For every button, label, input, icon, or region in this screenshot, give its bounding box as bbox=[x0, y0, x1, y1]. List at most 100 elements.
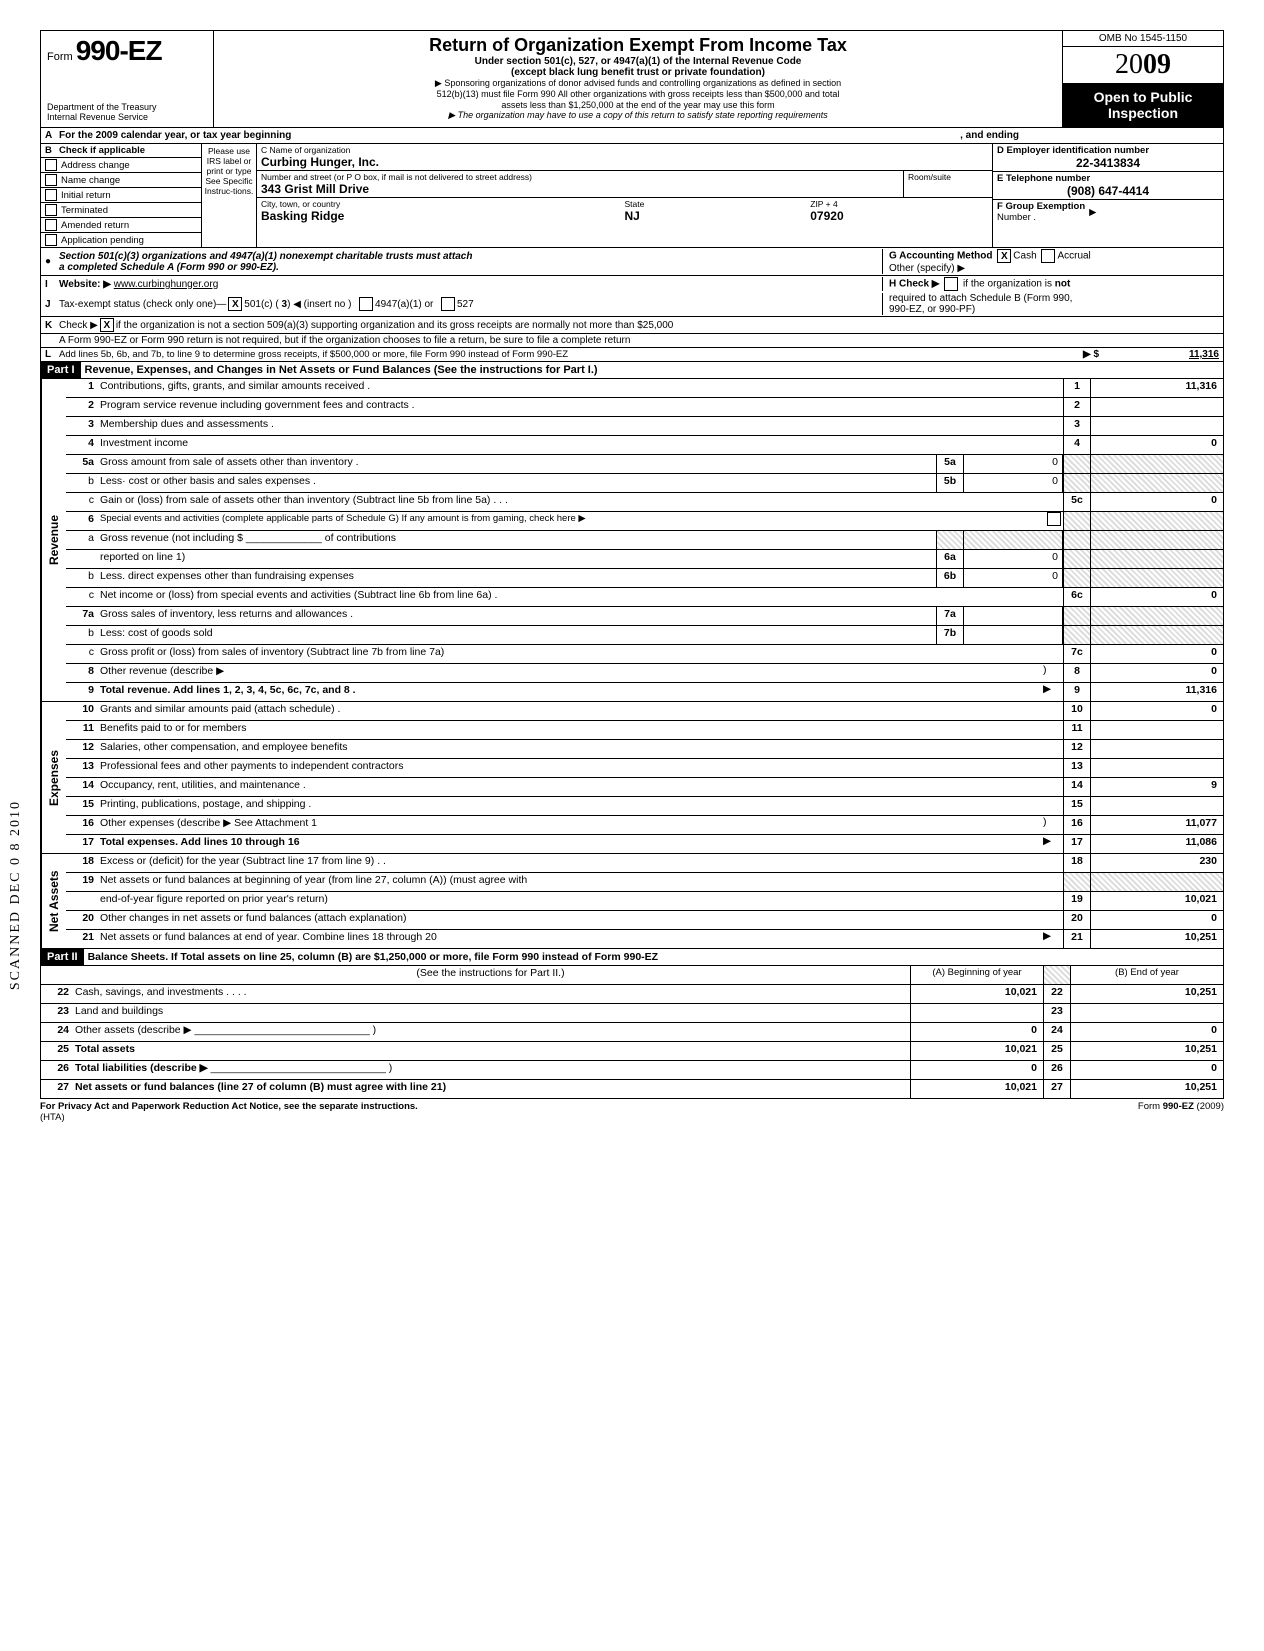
h-not: not bbox=[1055, 279, 1071, 290]
lbl-amended: Amended return bbox=[61, 220, 129, 231]
col-a-header: (A) Beginning of year bbox=[910, 966, 1043, 984]
bullet-text1: Section 501(c)(3) organizations and 4947… bbox=[59, 251, 472, 262]
l12-desc: Salaries, other compensation, and employ… bbox=[96, 740, 1063, 758]
l6c-desc: Net income or (loss) from special events… bbox=[96, 588, 1063, 606]
l9-desc: Total revenue. Add lines 1, 2, 3, 4, 5c,… bbox=[100, 684, 356, 696]
h-txt1: if the organization is bbox=[963, 279, 1052, 290]
l25-b: 10,251 bbox=[1070, 1042, 1223, 1060]
l5b-desc: Less· cost or other basis and sales expe… bbox=[96, 474, 936, 492]
l-value: 11,316 bbox=[1099, 349, 1219, 360]
chk-name-change[interactable] bbox=[45, 174, 57, 186]
form-label: Form bbox=[47, 51, 73, 63]
l6a-desc: Gross revenue (not including $ _________… bbox=[100, 532, 396, 544]
k-body2: A Form 990-EZ or Form 990 return is not … bbox=[59, 335, 630, 346]
part2-header: Part II bbox=[41, 949, 84, 965]
l5b-mv: 0 bbox=[964, 474, 1063, 492]
l27-desc: Net assets or fund balances (line 27 of … bbox=[75, 1081, 446, 1093]
l19-desc2: end-of-year figure reported on prior yea… bbox=[96, 892, 1063, 910]
l10-desc: Grants and similar amounts paid (attach … bbox=[96, 702, 1063, 720]
l18-val: 230 bbox=[1090, 854, 1223, 872]
ein-value: 22-3413834 bbox=[997, 156, 1219, 170]
side-net-assets: Net Assets bbox=[41, 854, 66, 948]
chk-accrual[interactable] bbox=[1041, 249, 1055, 263]
h-label: H Check ▶ bbox=[889, 279, 939, 290]
l21-desc: Net assets or fund balances at end of ye… bbox=[96, 930, 1043, 948]
l9-val: 11,316 bbox=[1090, 683, 1223, 701]
l26-a: 0 bbox=[910, 1061, 1043, 1079]
chk-initial-return[interactable] bbox=[45, 189, 57, 201]
street-value: 343 Grist Mill Drive bbox=[261, 182, 899, 196]
k-body: if the organization is not a section 509… bbox=[116, 320, 674, 331]
form-title: Return of Organization Exempt From Incom… bbox=[222, 35, 1054, 56]
l8-val: 0 bbox=[1090, 664, 1223, 682]
chk-app-pending[interactable] bbox=[45, 234, 57, 246]
l1-desc: Contributions, gifts, grants, and simila… bbox=[96, 379, 1063, 397]
l12-val bbox=[1090, 740, 1223, 758]
l7a-desc: Gross sales of inventory, less returns a… bbox=[96, 607, 936, 625]
l20-desc: Other changes in net assets or fund bala… bbox=[96, 911, 1063, 929]
l15-val bbox=[1090, 797, 1223, 815]
l24-a: 0 bbox=[910, 1023, 1043, 1041]
sponsor-line4: ▶ The organization may have to use a cop… bbox=[222, 110, 1054, 121]
dept-irs: Internal Revenue Service bbox=[47, 113, 207, 123]
form-990ez: Form 990-EZ Department of the Treasury I… bbox=[40, 30, 1224, 1099]
l11-desc: Benefits paid to or for members bbox=[96, 721, 1063, 739]
chk-h[interactable] bbox=[944, 277, 958, 291]
col-b-header: (B) End of year bbox=[1070, 966, 1223, 984]
l7c-val: 0 bbox=[1090, 645, 1223, 663]
l18-desc: Excess or (deficit) for the year (Subtra… bbox=[96, 854, 1063, 872]
g-other: Other (specify) ▶ bbox=[889, 263, 965, 274]
part2-instr: (See the instructions for Part II.) bbox=[71, 966, 910, 984]
website-label: Website: ▶ bbox=[59, 279, 111, 290]
tax-year: 2009 bbox=[1063, 47, 1223, 83]
l4-val: 0 bbox=[1090, 436, 1223, 454]
lbl-terminated: Terminated bbox=[61, 205, 108, 216]
g-label: G Accounting Method bbox=[889, 251, 993, 262]
l22-b: 10,251 bbox=[1070, 985, 1223, 1003]
chk-terminated[interactable] bbox=[45, 204, 57, 216]
lbl-accrual: Accrual bbox=[1057, 251, 1090, 262]
l3-val bbox=[1090, 417, 1223, 435]
l19-desc: Net assets or fund balances at beginning… bbox=[96, 873, 1063, 891]
chk-527[interactable] bbox=[441, 297, 455, 311]
state-value: NJ bbox=[625, 209, 803, 223]
chk-amended[interactable] bbox=[45, 219, 57, 231]
l6a-desc2: reported on line 1) bbox=[96, 550, 936, 568]
part1-header: Part I bbox=[41, 362, 81, 378]
year-prefix: 20 bbox=[1115, 49, 1143, 80]
footer-form: Form 990-EZ (2009) bbox=[1138, 1101, 1224, 1123]
open-to-public: Open to Public bbox=[1067, 89, 1219, 105]
chk-gaming[interactable] bbox=[1047, 512, 1061, 526]
lbl-501c: 501(c) ( bbox=[244, 299, 278, 310]
l17-val: 11,086 bbox=[1090, 835, 1223, 853]
form-number: 990-EZ bbox=[76, 35, 162, 66]
chk-k[interactable]: X bbox=[100, 318, 114, 332]
l27-a: 10,021 bbox=[910, 1080, 1043, 1098]
l5c-desc: Gain or (loss) from sale of assets other… bbox=[96, 493, 1063, 511]
chk-address-change[interactable] bbox=[45, 159, 57, 171]
sponsor-line3: assets less than $1,250,000 at the end o… bbox=[222, 100, 1054, 111]
l7b-desc: Less: cost of goods sold bbox=[96, 626, 936, 644]
footer-hta: (HTA) bbox=[40, 1112, 65, 1123]
org-name: Curbing Hunger, Inc. bbox=[261, 155, 988, 169]
part2-title: Balance Sheets. If Total assets on line … bbox=[84, 949, 1223, 965]
lbl-app-pending: Application pending bbox=[61, 235, 144, 246]
h-txt3: 990-EZ, or 990-PF) bbox=[889, 304, 975, 315]
f-arrow: ▶ bbox=[1089, 207, 1096, 218]
e-label: E Telephone number bbox=[997, 173, 1219, 184]
zip-label: ZIP + 4 bbox=[810, 199, 988, 209]
l14-val: 9 bbox=[1090, 778, 1223, 796]
side-expenses: Expenses bbox=[41, 702, 66, 853]
lbl-name-change: Name change bbox=[61, 175, 120, 186]
l3-desc: Membership dues and assessments . bbox=[96, 417, 1063, 435]
lbl-address-change: Address change bbox=[61, 160, 130, 171]
chk-4947[interactable] bbox=[359, 297, 373, 311]
l26-b: 0 bbox=[1070, 1061, 1223, 1079]
part1-title: Revenue, Expenses, and Changes in Net As… bbox=[81, 362, 1223, 378]
chk-501c[interactable]: X bbox=[228, 297, 242, 311]
l2-desc: Program service revenue including govern… bbox=[96, 398, 1063, 416]
l22-a: 10,021 bbox=[910, 985, 1043, 1003]
l16-desc: Other expenses (describe ▶ See Attachmen… bbox=[100, 817, 317, 829]
website-value: www.curbinghunger.org bbox=[114, 279, 219, 290]
chk-cash[interactable]: X bbox=[997, 249, 1011, 263]
